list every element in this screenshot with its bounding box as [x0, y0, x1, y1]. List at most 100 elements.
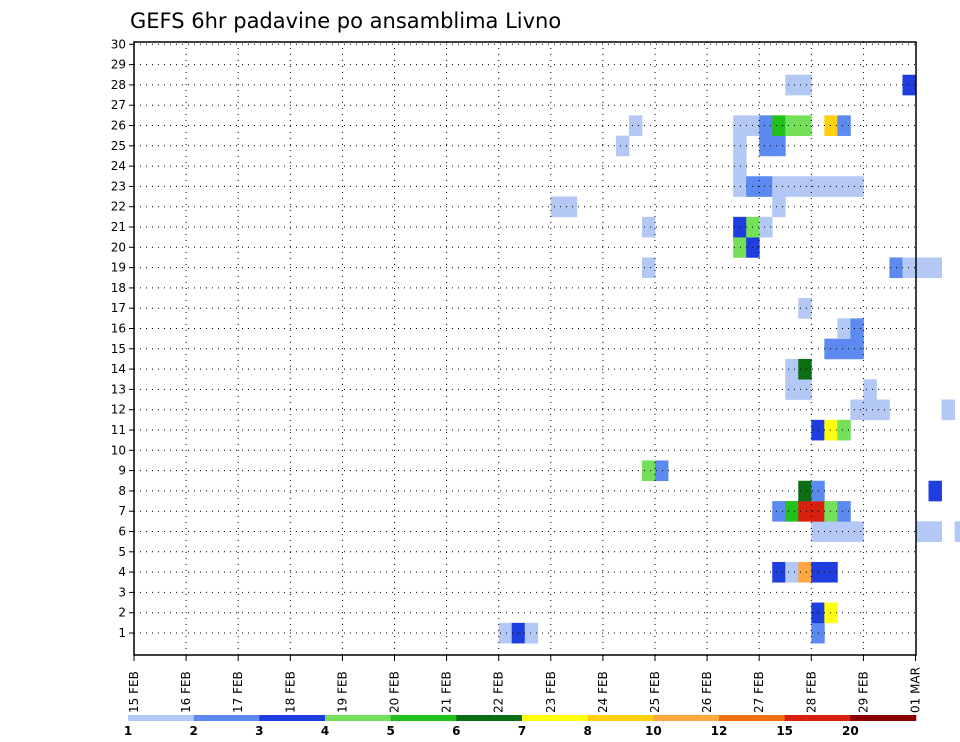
x-tick-label: 01 MAR [909, 667, 923, 713]
heatmap-cell [733, 237, 747, 258]
y-tick-label: 9 [118, 464, 126, 478]
x-tick-label: 28 FEB [804, 671, 818, 713]
y-tick-label: 30 [111, 37, 126, 51]
chart-title: GEFS 6hr padavine po ansamblima Livno [130, 9, 561, 33]
heatmap-cell [798, 501, 812, 522]
heatmap-cell [928, 480, 942, 502]
heatmap-cell [837, 419, 851, 441]
colorbar-swatch [456, 715, 523, 721]
heatmap-cell [837, 501, 851, 522]
x-tick-label: 19 FEB [335, 671, 349, 713]
heatmap-cell [902, 74, 916, 96]
heatmap-cell [772, 196, 786, 218]
y-tick-label: 21 [111, 220, 126, 234]
colorbar-swatch [850, 715, 917, 721]
y-tick-label: 18 [111, 281, 126, 295]
y-axis-ticks: 1234567891011121314151617181920212223242… [111, 37, 134, 640]
heatmap-cell [563, 196, 578, 218]
x-tick-label: 27 FEB [752, 671, 766, 713]
heatmap-cell [824, 419, 838, 441]
heatmap-cell [772, 135, 786, 157]
heatmap-cell [798, 358, 812, 380]
x-tick-label: 29 FEB [856, 671, 870, 713]
y-tick-label: 27 [111, 98, 126, 112]
y-tick-label: 2 [118, 606, 126, 620]
heatmap-cell [850, 338, 864, 360]
y-tick-label: 11 [111, 423, 126, 437]
heatmap-cell [915, 257, 929, 279]
heatmap-cell [837, 338, 851, 360]
heatmap-cell [759, 216, 773, 238]
colorbar-swatch [784, 715, 851, 721]
colorbar-label: 2 [189, 724, 197, 738]
colorbar-label: 15 [776, 724, 793, 738]
heatmap-cell [863, 399, 877, 421]
y-tick-label: 10 [111, 443, 126, 457]
heatmap-cell [772, 115, 786, 136]
heatmap-cell [498, 622, 513, 644]
heatmap-cell [837, 318, 851, 339]
y-tick-label: 23 [111, 179, 126, 193]
heatmap-cell [785, 176, 799, 197]
heatmap-cell [772, 176, 786, 197]
x-tick-label: 22 FEB [492, 671, 506, 713]
heatmap-cell [798, 480, 812, 502]
heatmap-cell [824, 602, 838, 624]
colorbar-label: 20 [842, 724, 859, 738]
heatmap-cell [876, 399, 890, 421]
colorbar-swatch [653, 715, 720, 721]
heatmap-cell [628, 115, 643, 136]
heatmap-cell [837, 115, 851, 136]
heatmap-cell [941, 399, 955, 421]
colorbar-swatch [587, 715, 654, 721]
x-tick-label: 20 FEB [388, 671, 402, 713]
colorbar-swatch [193, 715, 260, 721]
y-tick-label: 19 [111, 261, 126, 275]
heatmap-cell [641, 216, 656, 238]
heatmap-cell [850, 318, 864, 339]
y-tick-label: 22 [111, 200, 126, 214]
y-tick-label: 8 [118, 484, 126, 498]
heatmap-cell [641, 257, 656, 279]
y-tick-label: 6 [118, 525, 126, 539]
heatmap-cell [798, 561, 812, 583]
y-tick-label: 14 [111, 362, 126, 376]
colorbar-label: 1 [124, 724, 132, 738]
y-tick-label: 20 [111, 240, 126, 254]
x-tick-label: 23 FEB [544, 671, 558, 713]
heatmap-cell [824, 176, 838, 197]
heatmap-cell [798, 176, 812, 197]
y-tick-label: 24 [111, 159, 126, 173]
x-tick-label: 18 FEB [283, 671, 297, 713]
heatmap-cell [772, 501, 786, 522]
x-tick-label: 15 FEB [127, 671, 141, 713]
x-tick-label: 16 FEB [179, 671, 193, 713]
heatmap-cell [824, 501, 838, 522]
heatmap-cell [785, 358, 799, 380]
heatmap-cell [759, 176, 773, 197]
colorbar-swatch [259, 715, 326, 721]
heatmap-cell [759, 115, 773, 136]
heatmap-cell [733, 216, 747, 238]
x-axis-ticks: 15 FEB 16 FEB 17 FEB 18 FEB 19 FEB 20 FEB 21 F… [127, 655, 923, 713]
heatmap-cell [785, 501, 799, 522]
heatmap-cell [615, 135, 630, 157]
heatmap-cell [824, 115, 838, 136]
heatmap-cells [498, 74, 960, 644]
heatmap-cell [824, 521, 838, 542]
y-tick-label: 4 [118, 565, 126, 579]
heatmap-cell [798, 74, 812, 96]
heatmap-cell [733, 135, 747, 157]
heatmap-cell [928, 257, 942, 279]
colorbar-label: 7 [518, 724, 526, 738]
heatmap-cell [524, 622, 539, 644]
colorbar-label: 10 [645, 724, 662, 738]
heatmap-cell [928, 521, 942, 542]
y-tick-label: 17 [111, 301, 126, 315]
colorbar: 1 2 3 4 5 6 7 8 10 12 15 20 [124, 715, 917, 738]
heatmap-cell [798, 379, 812, 400]
heatmap-cell [954, 521, 960, 542]
heatmap-cell [824, 338, 838, 360]
y-tick-label: 26 [111, 119, 126, 133]
